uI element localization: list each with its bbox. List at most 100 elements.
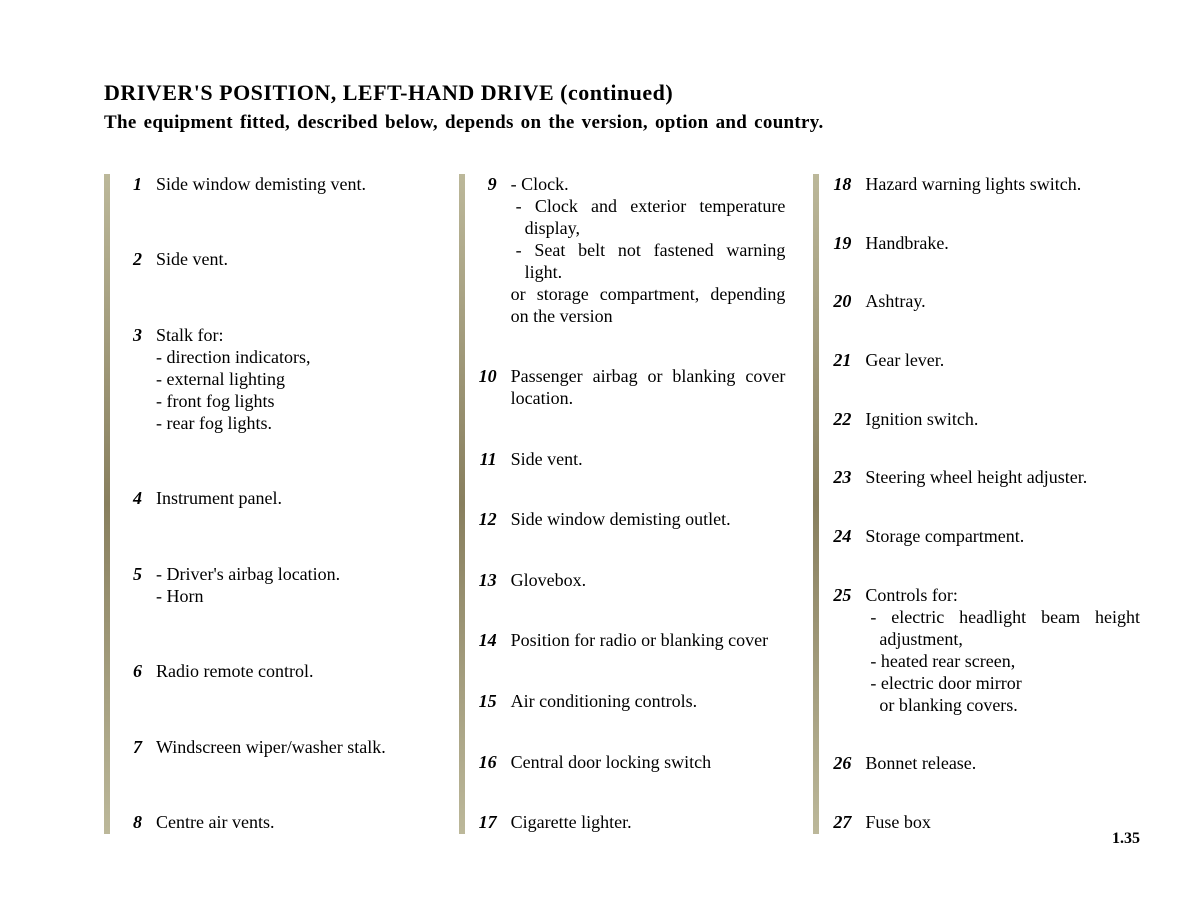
list-item: 11Side vent. bbox=[479, 449, 786, 471]
item-number: 17 bbox=[479, 812, 511, 834]
item-number: 9 bbox=[479, 174, 511, 196]
item-text-line: - Clock. bbox=[511, 174, 786, 196]
item-text-line: Storage compartment. bbox=[865, 526, 1140, 548]
item-number: 23 bbox=[833, 467, 865, 489]
item-text-line: Bonnet release. bbox=[865, 753, 1140, 775]
item-number: 11 bbox=[479, 449, 511, 471]
item-text-line: - front fog lights bbox=[156, 391, 431, 413]
item-text: Side window demisting vent. bbox=[156, 174, 431, 196]
heading-main: DRIVER'S POSITION, LEFT-HAND DRIVE bbox=[104, 80, 560, 105]
list-item: 2Side vent. bbox=[124, 249, 431, 271]
item-text-line: Windscreen wiper/washer stalk. bbox=[156, 737, 431, 759]
item-text: Side vent. bbox=[511, 449, 786, 471]
list-item: 12Side window demisting outlet. bbox=[479, 509, 786, 531]
item-text-line: Fuse box bbox=[865, 812, 1140, 834]
page-heading: DRIVER'S POSITION, LEFT-HAND DRIVE (cont… bbox=[104, 80, 1140, 106]
column-1: 1Side window demisting vent.2Side vent.3… bbox=[104, 174, 431, 834]
list-item: 22Ignition switch. bbox=[833, 409, 1140, 431]
item-number: 20 bbox=[833, 291, 865, 313]
item-text: Passenger airbag or blanking cover locat… bbox=[511, 366, 786, 410]
page-number: 1.35 bbox=[1112, 830, 1140, 848]
item-text-line: Passenger airbag or blanking cover locat… bbox=[511, 366, 786, 410]
item-text: Ashtray. bbox=[865, 291, 1140, 313]
item-number: 16 bbox=[479, 752, 511, 774]
list-item: 25Controls for:- electric headlight beam… bbox=[833, 585, 1140, 717]
item-text: Side window demisting outlet. bbox=[511, 509, 786, 531]
list-item: 1Side window demisting vent. bbox=[124, 174, 431, 196]
item-text: - Driver's airbag location.- Horn bbox=[156, 564, 431, 608]
heading-continued: (continued) bbox=[560, 80, 673, 105]
list-item: 5- Driver's airbag location.- Horn bbox=[124, 564, 431, 608]
list-item: 4Instrument panel. bbox=[124, 488, 431, 510]
list-item: 19Handbrake. bbox=[833, 233, 1140, 255]
item-text-line: or blanking covers. bbox=[865, 695, 1140, 717]
column-3: 18Hazard warning lights switch. 19Handbra… bbox=[813, 174, 1140, 834]
item-text: Controls for:- electric headlight beam h… bbox=[865, 585, 1140, 717]
item-text: Windscreen wiper/washer stalk. bbox=[156, 737, 431, 759]
item-text-line: Radio remote control. bbox=[156, 661, 431, 683]
list-item: 15Air conditioning controls. bbox=[479, 691, 786, 713]
item-number: 5 bbox=[124, 564, 156, 586]
item-text: Fuse box bbox=[865, 812, 1140, 834]
list-item: 6Radio remote control. bbox=[124, 661, 431, 683]
item-text-line: Controls for: bbox=[865, 585, 1140, 607]
list-item: 14Position for radio or blanking cover bbox=[479, 630, 786, 652]
item-text-line: - electric headlight beam height adjustm… bbox=[865, 607, 1140, 651]
item-text: Air conditioning controls. bbox=[511, 691, 786, 713]
item-text-line: - Driver's airbag location. bbox=[156, 564, 431, 586]
item-text: Hazard warning lights switch. bbox=[865, 174, 1140, 196]
item-number: 27 bbox=[833, 812, 865, 834]
item-text: Side vent. bbox=[156, 249, 431, 271]
item-number: 21 bbox=[833, 350, 865, 372]
item-number: 19 bbox=[833, 233, 865, 255]
item-text-line: Side window demisting outlet. bbox=[511, 509, 786, 531]
item-text: Bonnet release. bbox=[865, 753, 1140, 775]
item-text: Handbrake. bbox=[865, 233, 1140, 255]
item-text-line: Position for radio or blanking cover bbox=[511, 630, 786, 652]
item-text-line: - direction indicators, bbox=[156, 347, 431, 369]
list-item: 18Hazard warning lights switch. bbox=[833, 174, 1140, 196]
item-number: 1 bbox=[124, 174, 156, 196]
item-text-line: - external lighting bbox=[156, 369, 431, 391]
list-item: 17Cigarette lighter. bbox=[479, 812, 786, 834]
columns-container: 1Side window demisting vent.2Side vent.3… bbox=[104, 174, 1140, 834]
item-text-line: Cigarette lighter. bbox=[511, 812, 786, 834]
item-text-line: - rear fog lights. bbox=[156, 413, 431, 435]
item-text: Storage compartment. bbox=[865, 526, 1140, 548]
list-item: 27Fuse box bbox=[833, 812, 1140, 834]
item-text: Gear lever. bbox=[865, 350, 1140, 372]
list-item: 26Bonnet release. bbox=[833, 753, 1140, 775]
item-text-line: Central door locking switch bbox=[511, 752, 786, 774]
item-number: 8 bbox=[124, 812, 156, 834]
item-number: 18 bbox=[833, 174, 865, 196]
item-text: Central door locking switch bbox=[511, 752, 786, 774]
item-text: Ignition switch. bbox=[865, 409, 1140, 431]
list-item: 10Passenger airbag or blanking cover loc… bbox=[479, 366, 786, 410]
list-item: 16Central door locking switch bbox=[479, 752, 786, 774]
item-text-line: Side vent. bbox=[511, 449, 786, 471]
item-text-line: Ashtray. bbox=[865, 291, 1140, 313]
item-number: 14 bbox=[479, 630, 511, 652]
list-item: 23Steering wheel height adjuster. bbox=[833, 467, 1140, 489]
item-text-line: - Clock and exterior temperature display… bbox=[511, 196, 786, 240]
item-text-line: Stalk for: bbox=[156, 325, 431, 347]
item-text: Instrument panel. bbox=[156, 488, 431, 510]
list-item: 20Ashtray. bbox=[833, 291, 1140, 313]
item-text-line: Side window demisting vent. bbox=[156, 174, 431, 196]
item-number: 24 bbox=[833, 526, 865, 548]
list-item: 24Storage compartment. bbox=[833, 526, 1140, 548]
item-number: 13 bbox=[479, 570, 511, 592]
list-item: 8Centre air vents. bbox=[124, 812, 431, 834]
item-text-line: Hazard warning lights switch. bbox=[865, 174, 1140, 196]
item-text-line: Ignition switch. bbox=[865, 409, 1140, 431]
item-number: 25 bbox=[833, 585, 865, 607]
item-text-line: Air conditioning controls. bbox=[511, 691, 786, 713]
item-text-line: Glovebox. bbox=[511, 570, 786, 592]
item-text-line: - Horn bbox=[156, 586, 431, 608]
item-text-line: Steering wheel height adjuster. bbox=[865, 467, 1140, 489]
item-number: 2 bbox=[124, 249, 156, 271]
item-text: Stalk for:- direction indicators,- exter… bbox=[156, 325, 431, 435]
item-text: Position for radio or blanking cover bbox=[511, 630, 786, 652]
item-number: 15 bbox=[479, 691, 511, 713]
item-text: Glovebox. bbox=[511, 570, 786, 592]
